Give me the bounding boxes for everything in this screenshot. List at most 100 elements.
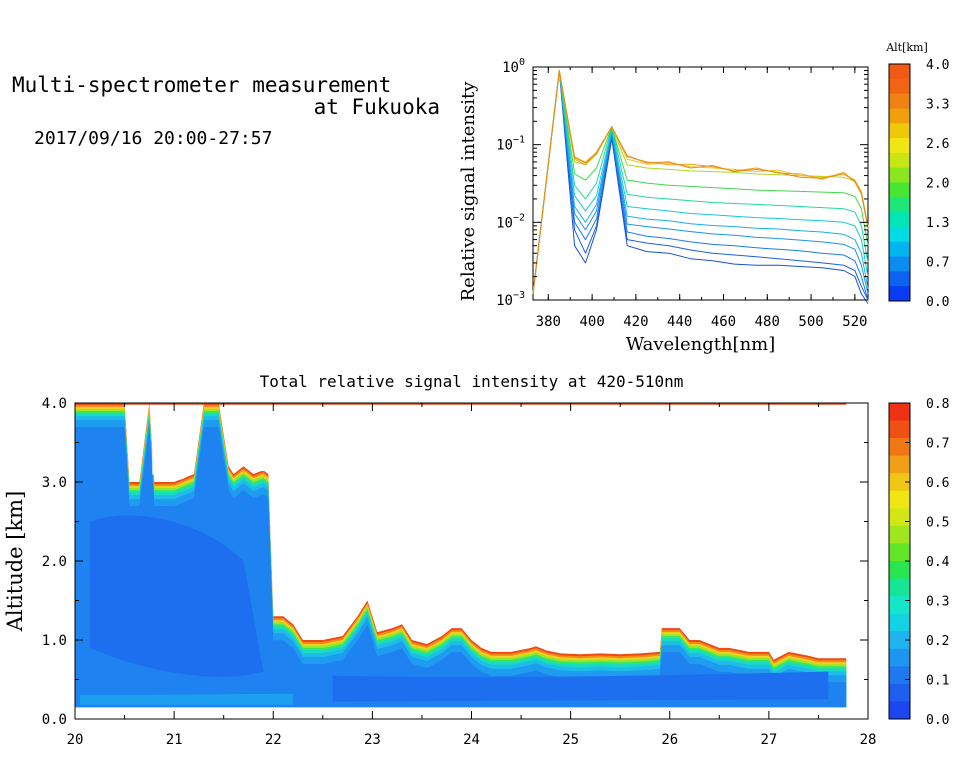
colorbar-frame (888, 63, 911, 302)
colorbar-swatch (889, 525, 910, 544)
y-tick-label: 4.0 (42, 396, 67, 412)
y-tick-label: 0.0 (42, 712, 67, 728)
colorbar-tick-label: 0.4 (926, 555, 950, 570)
spectrum-series-line (532, 70, 869, 295)
colorbar-swatch (889, 455, 910, 474)
colorbar-tick-label: 0.3 (926, 595, 949, 610)
colorbar-swatch (889, 403, 910, 422)
y-tick-label: 10−3 (496, 290, 525, 309)
colorbar-swatch (889, 108, 910, 124)
colorbar-swatch (889, 683, 910, 702)
y-axis-label: Altitude [km] (3, 491, 27, 633)
x-tick-label: 520 (842, 314, 867, 330)
colorbar-swatch (889, 666, 910, 685)
colorbar-swatch (889, 561, 910, 580)
heatmap-title: Total relative signal intensity at 420-5… (260, 372, 684, 391)
x-tick-label: 400 (579, 314, 604, 330)
colorbar-swatch (889, 631, 910, 650)
x-tick-label: 23 (364, 732, 381, 748)
colorbar-tick-label: 1.3 (926, 216, 949, 231)
colorbar-swatch (889, 508, 910, 527)
colorbar-swatch (889, 543, 910, 562)
x-tick-label: 26 (661, 732, 678, 748)
y-tick-label: 10−2 (496, 212, 525, 231)
colorbar-tick-label: 0.7 (926, 256, 949, 271)
heatmap-core (332, 671, 829, 702)
colorbar-tick-label: 0.5 (926, 516, 949, 531)
colorbar-swatch (889, 78, 910, 95)
colorbar-tick-label: 0.7 (926, 437, 949, 452)
x-tick-label: 440 (667, 314, 692, 330)
colorbar-swatch (889, 271, 910, 287)
spectrum-series-line (532, 70, 869, 301)
x-tick-label: 500 (798, 314, 823, 330)
colorbar-tick-label: 3.3 (926, 98, 949, 113)
colorbar-swatch (889, 438, 910, 457)
colorbar-swatch (889, 226, 910, 243)
colorbar-tick-label: 0.0 (926, 295, 949, 310)
measurement-datetime: 2017/09/16 20:00-27:57 (34, 128, 273, 149)
heatmap-gap (152, 403, 194, 481)
colorbar-swatch (889, 123, 910, 139)
y-axis-label: Relative signal intensity (458, 81, 479, 302)
title-line-2: at Fukuoka (313, 95, 440, 119)
x-tick-label: 380 (536, 314, 561, 330)
x-tick-label: 420 (623, 314, 648, 330)
x-axis-label: Wavelength[nm] (626, 334, 776, 355)
x-tick-label: 24 (463, 732, 480, 748)
colorbar-swatch (889, 648, 910, 667)
y-tick-label: 3.0 (42, 475, 67, 491)
colorbar-swatch (889, 490, 910, 509)
colorbar-swatch (889, 167, 910, 183)
heatmap-gap (233, 403, 269, 472)
colorbar-tick-label: 2.6 (926, 137, 949, 152)
colorbar-tick-label: 4.0 (926, 58, 949, 73)
colorbar-swatch (889, 93, 910, 109)
x-tick-label: 21 (166, 732, 183, 748)
colorbar-swatch (889, 596, 910, 615)
x-tick-label: 480 (755, 314, 780, 330)
colorbar-swatch (889, 152, 910, 169)
heatmap-edge (79, 693, 294, 705)
y-tick-label: 10−1 (496, 135, 525, 154)
x-tick-label: 25 (562, 732, 579, 748)
x-tick-label: 22 (265, 732, 282, 748)
colorbar-swatch (889, 256, 910, 272)
heatmap-core (89, 515, 264, 677)
colorbar-swatch (889, 701, 910, 720)
x-tick-label: 460 (711, 314, 736, 330)
colorbar-swatch (889, 241, 910, 258)
spectrum-series-line (532, 70, 869, 294)
colorbar-tick-label: 0.6 (926, 476, 949, 491)
spectrum-series-line (532, 70, 869, 294)
spectrum-series-line (532, 70, 869, 294)
spectrum-series-line (532, 70, 869, 294)
colorbar-swatch (889, 286, 910, 302)
colorbar-swatch (889, 578, 910, 597)
x-tick-label: 28 (860, 732, 877, 748)
colorbar-swatch (889, 613, 910, 632)
colorbar-swatch (889, 64, 910, 80)
y-tick-label: 100 (502, 57, 525, 76)
colorbar-tick-label: 0.2 (926, 634, 949, 649)
spectrum-series-line (532, 70, 869, 294)
x-tick-label: 20 (67, 732, 84, 748)
colorbar-tick-label: 2.0 (926, 177, 949, 192)
spectrum-series-line (532, 70, 869, 301)
spectrum-series-line (532, 70, 869, 304)
spectrum-series-line (532, 70, 869, 294)
colorbar-tick-label: 0.1 (926, 674, 949, 689)
colorbar-title: Alt[km] (885, 41, 928, 54)
colorbar-swatch (889, 197, 910, 213)
chart-main-title: Multi-spectrometer measurement at Fukuok… (12, 74, 442, 118)
spectrum-frame (532, 66, 869, 301)
colorbar-tick-label: 0.0 (926, 713, 949, 728)
title-line-1: Multi-spectrometer measurement (12, 73, 392, 97)
x-tick-label: 27 (760, 732, 777, 748)
y-tick-label: 1.0 (42, 633, 67, 649)
colorbar-swatch (889, 212, 910, 228)
colorbar-swatch (889, 473, 910, 492)
colorbar-swatch (889, 420, 910, 439)
